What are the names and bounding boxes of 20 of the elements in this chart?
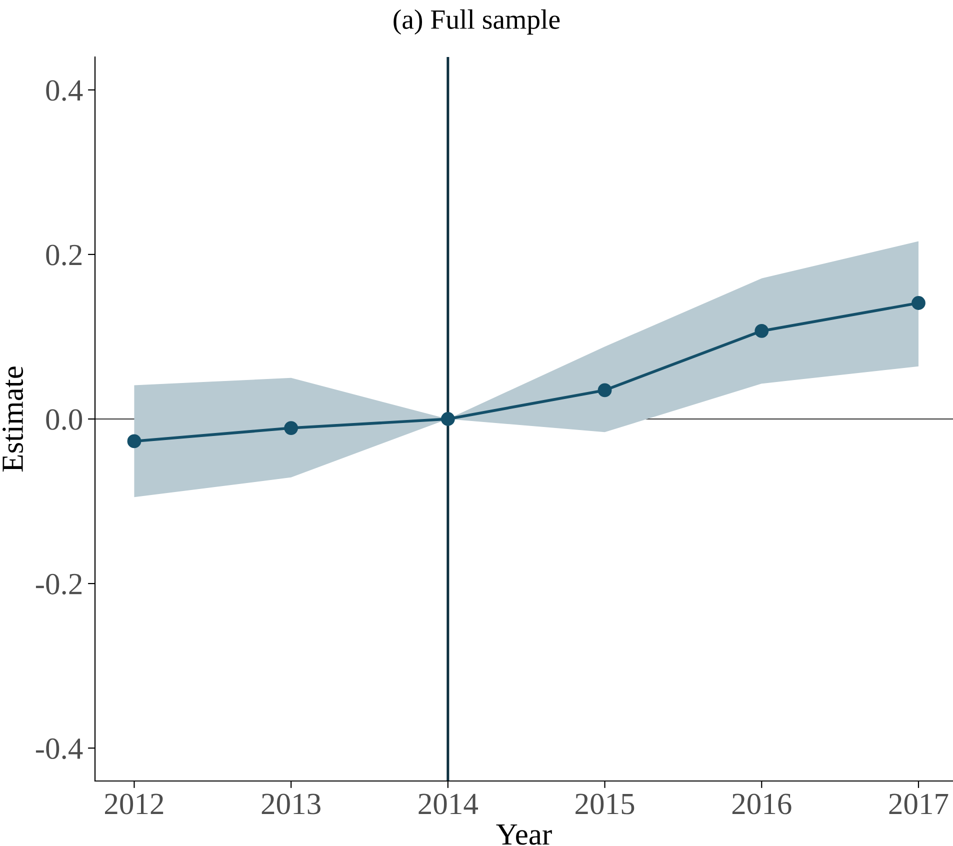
- y-tick-label: -0.4: [36, 738, 83, 760]
- x-tick-label: 2017: [889, 794, 948, 814]
- y-axis-title: Estimate: [2, 366, 24, 472]
- y-tick-label: 0.0: [46, 409, 82, 430]
- x-tick-label: 2013: [262, 794, 320, 814]
- point: [754, 324, 769, 338]
- point: [440, 412, 455, 426]
- x-tick-label: 2012: [105, 794, 164, 814]
- x-tick-label: 2016: [732, 794, 792, 814]
- chart-title: (a) Full sample: [394, 9, 560, 35]
- point: [127, 434, 142, 448]
- x-tick-label: 2015: [576, 794, 634, 814]
- y-tick-label: -0.2: [36, 574, 82, 595]
- point: [598, 383, 612, 398]
- y-tick-label: 0.2: [46, 244, 82, 266]
- x-tick-label: 2014: [418, 794, 478, 814]
- point: [912, 296, 926, 310]
- point: [284, 421, 298, 435]
- x-axis-title: Year: [496, 824, 552, 845]
- y-tick-label: 0.4: [46, 80, 83, 101]
